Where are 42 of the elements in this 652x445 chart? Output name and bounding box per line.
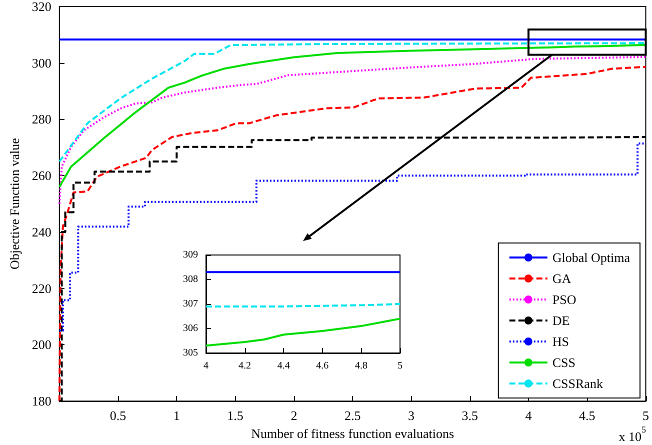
x-tick-label: 4.2: [238, 360, 252, 372]
legend-label: DE: [552, 313, 570, 328]
y-tick-label: 280: [32, 112, 52, 127]
x-tick-label: 5: [642, 408, 649, 424]
x-tick-label: 3.5: [462, 408, 478, 424]
x-tick-label: 4.8: [354, 360, 368, 372]
x-tick-label: 4: [204, 360, 208, 372]
x-tick-label: 2: [290, 408, 298, 424]
y-tick-label: 300: [32, 55, 52, 70]
legend-label: CSS: [552, 355, 576, 370]
x-tick-label: 1.5: [227, 408, 244, 424]
y-tick-label: 220: [32, 280, 52, 296]
y-tick-label: 305: [183, 348, 198, 358]
line-series: [58, 56, 647, 205]
legend-label: GA: [552, 271, 572, 286]
y-tick-label: 308: [183, 274, 198, 285]
y-tick-label: 260: [32, 168, 52, 184]
line-series: [205, 318, 401, 347]
y-tick-label: 180: [32, 394, 52, 409]
y-tick-label: 200: [32, 337, 52, 352]
x-tick-label: 0.5: [110, 408, 126, 424]
x-tick-label: 4.6: [316, 360, 329, 372]
y-tick-label: 240: [32, 224, 52, 240]
x-tick-label: 5: [398, 360, 402, 372]
x-tick-label: 4.4: [277, 360, 290, 372]
legend-label: HS: [552, 334, 569, 349]
x-tick-label: 4: [525, 408, 532, 424]
x-axis-title: Number of fitness function evaluations: [251, 426, 454, 441]
legend-label: Global Optima: [552, 250, 630, 265]
y-axis-title: Objective Function value: [7, 138, 22, 270]
y-tick-label: 320: [32, 0, 52, 14]
y-tick-label: 309: [183, 250, 198, 260]
x-tick-label: 3: [408, 408, 414, 424]
line-series: [58, 44, 647, 188]
x-tick-label: 4.5: [578, 408, 596, 424]
legend-label: CSSRank: [552, 376, 604, 391]
x-tick-label: 1: [173, 408, 180, 424]
y-tick-label: 306: [183, 323, 198, 334]
line-series: [58, 42, 647, 163]
x-tick-label: 2.5: [344, 408, 361, 424]
legend-label: PSO: [552, 292, 576, 307]
y-tick-label: 307: [183, 298, 198, 310]
